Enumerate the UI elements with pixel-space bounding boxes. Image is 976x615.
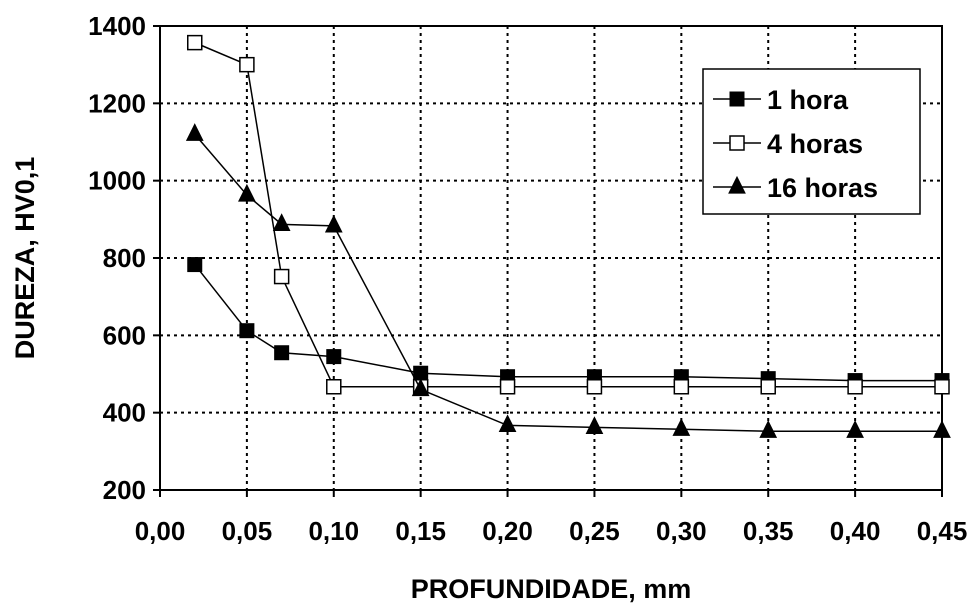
- data-point: [760, 379, 776, 395]
- data-point: [239, 56, 255, 73]
- x-tick-label: 0,20: [482, 516, 533, 546]
- legend-marker: [729, 91, 745, 107]
- series-4-horas: [187, 34, 950, 395]
- x-tick-label: 0,10: [308, 516, 359, 546]
- x-tick-label: 0,05: [222, 516, 273, 546]
- data-point: [499, 379, 516, 395]
- data-point: [933, 420, 951, 438]
- data-point: [934, 379, 950, 395]
- data-point: [673, 379, 690, 395]
- data-point: [846, 420, 864, 438]
- y-tick-labels: 200 400 600 800 1000 1200 1400: [88, 11, 160, 505]
- legend-marker: [728, 175, 746, 194]
- data-point: [411, 378, 430, 397]
- data-point: [498, 414, 517, 433]
- series-1-hora: [187, 257, 950, 389]
- x-axis-label: PROFUNDIDADE, mm: [411, 574, 692, 604]
- x-tick-label: 0,45: [917, 516, 968, 546]
- data-point: [187, 257, 203, 273]
- legend-marker: [729, 135, 745, 151]
- x-tick-label: 0,40: [830, 516, 881, 546]
- series-16-horas: [185, 123, 951, 438]
- data-point: [413, 365, 429, 381]
- y-tick-label: 800: [103, 243, 146, 273]
- y-tick-label: 1400: [88, 11, 146, 41]
- y-axis-label: DUREZA, HV0,1: [10, 157, 40, 360]
- data-point: [274, 345, 290, 361]
- y-tick-label: 400: [103, 398, 146, 428]
- data-point: [272, 213, 291, 231]
- legend: 1 hora 4 horas 16 horas: [702, 68, 921, 215]
- data-point: [326, 379, 342, 395]
- y-tick-label: 1200: [88, 88, 146, 118]
- data-point: [847, 379, 863, 395]
- data-point: [273, 268, 290, 285]
- y-tick-label: 200: [103, 475, 146, 505]
- data-point: [239, 323, 255, 339]
- series-group: [185, 34, 951, 438]
- y-tick-label: 600: [103, 320, 146, 350]
- y-tick-label: 1000: [88, 166, 146, 196]
- data-point: [238, 183, 256, 202]
- x-tick-label: 0,15: [395, 516, 446, 546]
- legend-label: 16 horas: [767, 173, 878, 203]
- data-point: [324, 214, 343, 233]
- x-tick-label: 0,30: [656, 516, 707, 546]
- series-line: [194, 264, 942, 382]
- data-point: [187, 34, 203, 51]
- x-tick-label: 0,35: [743, 516, 794, 546]
- legend-label: 4 horas: [767, 129, 863, 159]
- data-point: [326, 349, 342, 365]
- data-point: [586, 379, 603, 395]
- data-point: [759, 420, 778, 438]
- data-point: [585, 416, 604, 434]
- data-point: [185, 123, 204, 141]
- legend-label: 1 hora: [767, 85, 849, 115]
- x-tick-label: 0,00: [135, 516, 186, 546]
- x-tick-label: 0,25: [569, 516, 620, 546]
- x-tick-labels: 0,00 0,05 0,10 0,15 0,20 0,25 0,30 0,35 0,40 0,45: [135, 490, 968, 546]
- data-point: [672, 418, 691, 436]
